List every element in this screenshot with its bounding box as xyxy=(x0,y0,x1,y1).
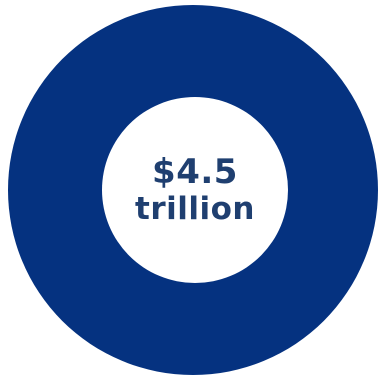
unit-label: trillion xyxy=(135,190,255,227)
donut-center: $4.5 trillion xyxy=(102,97,288,283)
amount-label: $4.5 xyxy=(152,151,238,192)
